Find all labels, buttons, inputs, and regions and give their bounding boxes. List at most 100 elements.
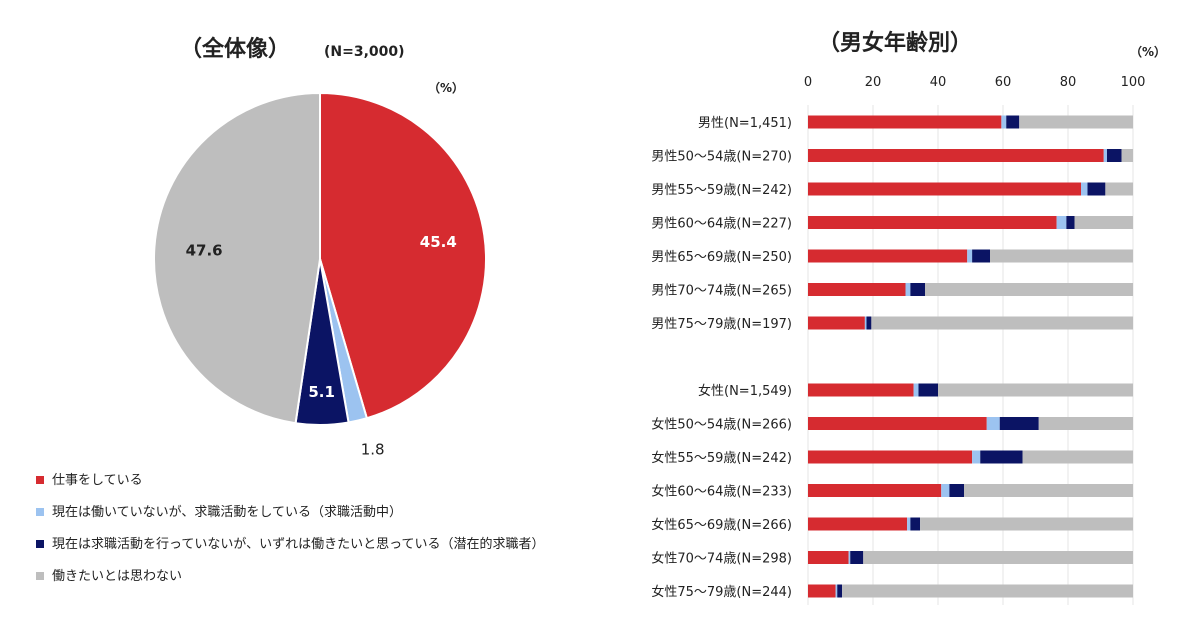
category-label: 女性70～74歳(N=298) — [651, 551, 792, 567]
legend-label-working: 仕事をしている — [52, 473, 143, 488]
bar-segment-seeking — [848, 551, 851, 564]
pie-label-working: 45.4 — [420, 233, 457, 251]
pie-unit: （%） — [428, 80, 464, 95]
bar-unit: （%） — [1130, 44, 1166, 59]
bar-segment-seeking — [1081, 182, 1088, 196]
pie-slices — [153, 91, 487, 426]
bar-segment-wish — [999, 417, 1039, 430]
bar-segment-wish — [910, 283, 925, 296]
category-label: 男性70～74歳(N=265) — [651, 284, 792, 299]
bar-segment-working — [808, 182, 1081, 196]
bar-chart: （男女年齢別） （%） 0 20 40 60 80 100 男性(N=1,451) 男性50… — [651, 30, 1166, 605]
bar-segment-working — [808, 551, 849, 564]
bar-rects — [808, 115, 1133, 598]
legend-label-wish: 現在は求職活動を行っていないが、いずれは働きたいと思っている（潜在的求職者） — [52, 536, 544, 552]
legend-label-seeking: 現在は働いていないが、求職活動をしている（求職活動中） — [52, 505, 402, 520]
bar-segment-seeking — [835, 584, 838, 598]
bar-segment-no_wish — [871, 316, 1133, 330]
bar-axis-ticks: 0 20 40 60 80 100 — [804, 75, 1146, 90]
x-tick-label: 20 — [865, 75, 882, 90]
bar-segment-wish — [837, 584, 843, 598]
x-tick-label: 60 — [995, 75, 1012, 90]
pie-label-seeking: 1.8 — [361, 441, 385, 459]
legend-swatch-no_wish — [36, 572, 44, 580]
bar-segment-working — [808, 383, 914, 397]
bar-segment-seeking — [967, 249, 973, 263]
category-label: 女性55～59歳(N=242) — [651, 450, 792, 466]
bar-segment-working — [808, 249, 968, 263]
bar-segment-seeking — [913, 383, 919, 397]
legend-swatch-working — [36, 476, 44, 484]
bar-segment-seeking — [1103, 149, 1107, 162]
x-tick-label: 40 — [930, 75, 947, 90]
category-label: 女性65～69歳(N=266) — [651, 517, 792, 533]
pie-label-no_wish: 47.6 — [186, 241, 223, 259]
x-tick-label: 100 — [1121, 75, 1146, 90]
bar-segment-seeking — [986, 417, 1000, 430]
bar-segment-wish — [980, 450, 1023, 464]
category-label: 男性65～69歳(N=250) — [651, 250, 792, 265]
bar-segment-seeking — [1001, 115, 1007, 129]
bar-segment-no_wish — [842, 584, 1133, 598]
bar-segment-no_wish — [863, 551, 1133, 564]
bar-title: （男女年齢別） — [818, 30, 972, 56]
pie-subtitle: (N=3,000) — [324, 44, 405, 60]
bar-segment-working — [808, 149, 1104, 162]
pie-label-wish: 5.1 — [308, 383, 335, 401]
bar-segment-wish — [850, 551, 864, 564]
bar-segment-no_wish — [920, 517, 1133, 531]
pie-slice-working — [319, 91, 487, 420]
bar-segment-working — [808, 584, 836, 598]
category-label: 男性50～54歳(N=270) — [651, 150, 792, 165]
x-tick-label: 80 — [1060, 75, 1077, 90]
bar-segment-seeking — [941, 484, 950, 497]
bar-segment-working — [808, 417, 987, 430]
bar-segment-wish — [949, 484, 964, 497]
bar-segment-seeking — [907, 517, 911, 531]
pie-slice-no_wish — [153, 91, 321, 425]
bar-segment-no_wish — [964, 484, 1133, 497]
bar-segment-no_wish — [1038, 417, 1133, 430]
category-label: 女性50～54歳(N=266) — [651, 417, 792, 433]
bar-segment-seeking — [972, 450, 981, 464]
bar-segment-no_wish — [1022, 450, 1133, 464]
category-label: 男性(N=1,451) — [698, 116, 792, 131]
bar-segment-no_wish — [1105, 182, 1133, 196]
bar-segment-no_wish — [938, 383, 1133, 397]
category-label: 男性60～64歳(N=227) — [651, 217, 792, 232]
bar-segment-no_wish — [1074, 216, 1133, 229]
bar-segment-wish — [910, 517, 921, 531]
bar-segment-working — [808, 517, 908, 531]
category-label: 男性75～79歳(N=197) — [651, 317, 792, 332]
bar-segment-wish — [972, 249, 990, 263]
pie-chart: （全体像） (N=3,000) （%） 45.4 1.8 5.1 47.6 — [153, 36, 487, 459]
category-label: 女性75～79歳(N=244) — [651, 584, 792, 600]
bar-segment-no_wish — [925, 283, 1133, 296]
pie-title: （全体像） — [180, 36, 290, 62]
x-tick-label: 0 — [804, 75, 812, 90]
bar-segment-wish — [1006, 115, 1020, 129]
bar-segment-working — [808, 316, 865, 330]
bar-segment-no_wish — [1019, 115, 1133, 129]
bar-segment-wish — [1066, 216, 1075, 229]
bar-segment-working — [808, 115, 1002, 129]
category-label: 男性55～59歳(N=242) — [651, 183, 792, 198]
bar-segment-wish — [1107, 149, 1122, 162]
bar-segment-wish — [866, 316, 872, 330]
bar-segment-working — [808, 283, 906, 296]
bar-segment-no_wish — [990, 249, 1133, 263]
bar-segment-working — [808, 450, 973, 464]
bar-segment-seeking — [864, 316, 867, 330]
bar-segment-no_wish — [1121, 149, 1133, 162]
bar-segment-seeking — [1056, 216, 1067, 229]
legend-label-no_wish: 働きたいとは思わない — [52, 569, 182, 584]
bar-segment-wish — [1087, 182, 1106, 196]
bar-segment-working — [808, 216, 1057, 229]
legend-swatch-seeking — [36, 508, 44, 516]
bar-category-labels: 男性(N=1,451) 男性50～54歳(N=270) 男性55～59歳(N=242… — [651, 116, 792, 600]
category-label: 女性60～64歳(N=233) — [651, 484, 792, 500]
legend-swatch-wish — [36, 540, 44, 548]
bar-segment-seeking — [905, 283, 911, 296]
